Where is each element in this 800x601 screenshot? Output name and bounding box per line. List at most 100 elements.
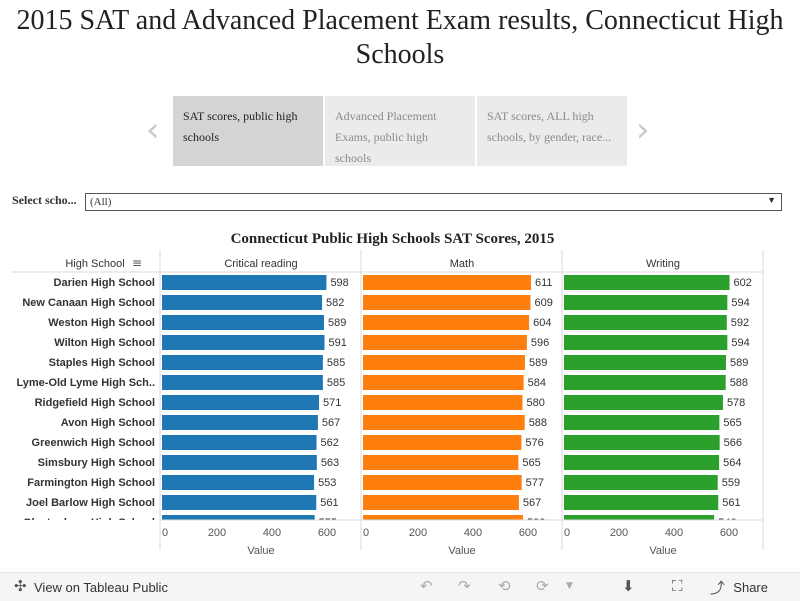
category-label: Greenwich High School [32, 437, 155, 449]
bar [363, 495, 519, 510]
data-label: 604 [533, 317, 551, 329]
next-arrow-icon[interactable]: › [636, 110, 650, 150]
prev-arrow-icon[interactable]: ‹ [146, 110, 160, 150]
bar [363, 275, 532, 290]
tick-label: 0 [564, 527, 570, 539]
data-label: 566 [724, 437, 742, 449]
data-label: 585 [327, 357, 345, 369]
data-label: 565 [522, 457, 540, 469]
redo-icon[interactable]: ↷ [458, 577, 471, 595]
data-label: 565 [723, 417, 741, 429]
bar [363, 375, 524, 390]
data-label: 596 [531, 337, 549, 349]
data-label: 567 [322, 417, 340, 429]
category-label: Avon High School [61, 417, 155, 429]
data-label: 577 [526, 477, 544, 489]
x-axis-label-1: Value [448, 545, 475, 557]
data-label: 582 [326, 297, 344, 309]
bar [363, 295, 531, 310]
tableau-logo-icon: ✣ [14, 577, 27, 595]
bar [564, 355, 726, 370]
share-icon[interactable]: ⤴ [710, 579, 726, 597]
category-label: Staples High School [49, 357, 155, 369]
school-select[interactable]: (All) ▼ [85, 193, 782, 211]
bar [162, 275, 327, 290]
tick-label: 400 [665, 527, 683, 539]
revert-icon[interactable]: ⟲ [498, 577, 511, 595]
fullscreen-icon[interactable]: ⛶ [672, 577, 683, 595]
data-label: 589 [730, 357, 748, 369]
tab-ap-public[interactable]: Advanced Placement Exams, public high sc… [325, 96, 475, 166]
bar [564, 495, 719, 510]
sat-bar-chart: High School ≡ Critical reading Math Writing D… [12, 250, 764, 557]
bar [363, 515, 524, 520]
x-axis-label-0: Value [247, 545, 274, 557]
data-label: 561 [722, 497, 740, 509]
data-label: 578 [727, 397, 745, 409]
bar [162, 335, 325, 350]
undo-icon[interactable]: ↶ [420, 577, 433, 595]
filter-label: Select scho... [12, 193, 77, 207]
category-label: Farmington High School [27, 477, 155, 489]
bar [162, 375, 323, 390]
category-label: Glastonbury High School [23, 517, 155, 529]
data-label: 611 [535, 277, 553, 289]
data-label: 563 [321, 457, 339, 469]
share-button[interactable]: Share [733, 580, 768, 595]
category-label: Darien High School [54, 277, 155, 289]
bar [564, 415, 720, 430]
data-label: 582 [527, 517, 545, 529]
tick-label: 600 [519, 527, 537, 539]
bar [564, 435, 720, 450]
column-header-0: Critical reading [224, 258, 297, 270]
bar [363, 415, 525, 430]
chevron-down-icon[interactable]: ▼ [566, 581, 573, 591]
chart-rows: Darien High School 598 611 602 New Canaan Hi… [16, 275, 752, 529]
bar [564, 295, 728, 310]
data-label: 594 [731, 297, 749, 309]
tick-label: 0 [162, 527, 168, 539]
category-label: Weston High School [48, 317, 155, 329]
tab-sat-all[interactable]: SAT scores, ALL high schools, by gender,… [477, 96, 627, 166]
x-axis-label-2: Value [649, 545, 676, 557]
data-label: 580 [527, 397, 545, 409]
tick-label: 400 [263, 527, 281, 539]
data-label: 591 [329, 337, 347, 349]
data-label: 602 [734, 277, 752, 289]
bar [162, 355, 323, 370]
bar [564, 395, 723, 410]
data-label: 594 [731, 337, 749, 349]
column-header-2: Writing [646, 258, 680, 270]
refresh-icon[interactable]: ⟳ [536, 577, 549, 595]
data-label: 571 [323, 397, 341, 409]
bar [162, 475, 315, 490]
category-label: Simsbury High School [38, 457, 155, 469]
bar [162, 315, 324, 330]
bar [363, 475, 522, 490]
category-label: Joel Barlow High School [26, 497, 155, 509]
tab-sat-public[interactable]: SAT scores, public high schools [173, 96, 323, 166]
data-label: 559 [722, 477, 740, 489]
data-label: 553 [318, 477, 336, 489]
data-label: 609 [534, 297, 552, 309]
data-label: 588 [529, 417, 547, 429]
bar [162, 495, 317, 510]
bar [564, 515, 715, 520]
tick-label: 200 [610, 527, 628, 539]
data-label: 598 [330, 277, 348, 289]
bar [564, 375, 726, 390]
data-label: 584 [528, 377, 546, 389]
view-on-tableau-link[interactable]: View on Tableau Public [34, 580, 168, 595]
chart-title: Connecticut Public High Schools SAT Scor… [230, 231, 555, 247]
data-label: 576 [525, 437, 543, 449]
chevron-down-icon: ▼ [767, 195, 776, 205]
bar [162, 455, 317, 470]
bar [564, 455, 720, 470]
school-select-value: (All) [90, 196, 112, 208]
category-label: New Canaan High School [22, 297, 155, 309]
bar [363, 315, 530, 330]
bar [363, 435, 522, 450]
tick-label: 0 [363, 527, 369, 539]
download-icon[interactable]: ⬇ [622, 577, 635, 595]
tick-label: 600 [720, 527, 738, 539]
